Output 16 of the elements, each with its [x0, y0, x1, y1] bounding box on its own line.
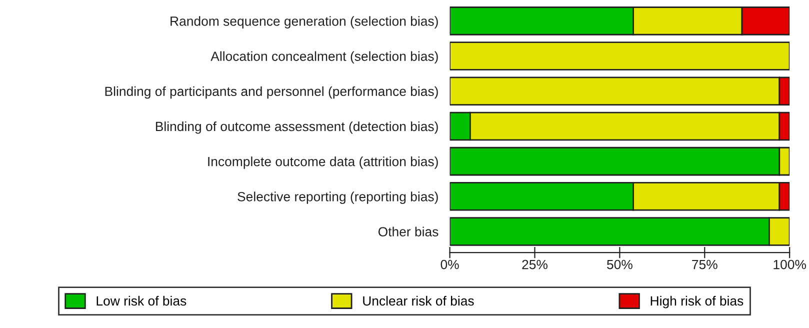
y-tick-label: Allocation concealment (selection bias) [210, 51, 438, 64]
y-tick-label: Selective reporting (reporting bias) [238, 192, 438, 204]
legend-label: Unclear risk of bias [363, 296, 474, 306]
x-tick-label: 75% [692, 260, 718, 270]
legend-label: High risk of bias [650, 296, 744, 308]
x-tick-label: 50% [607, 260, 632, 270]
y-tick-label: Other bias [378, 226, 438, 236]
y-tick-label: Incomplete outcome data (attrition bias) [208, 156, 438, 169]
bar [450, 42, 790, 70]
y-tick-label: Blinding of outcome assessment (detection bias) [156, 121, 438, 134]
y-tick-label: Random sequence generation (selection bias) [170, 16, 438, 28]
x-tick-label: 25% [522, 260, 548, 270]
y-tick-label: Blinding of participants and personnel (performance bias) [105, 86, 438, 99]
x-tick-label: 0% [440, 260, 459, 270]
x-tick-label: 100% [774, 260, 806, 270]
legend-label: Low risk of bias [96, 296, 186, 306]
